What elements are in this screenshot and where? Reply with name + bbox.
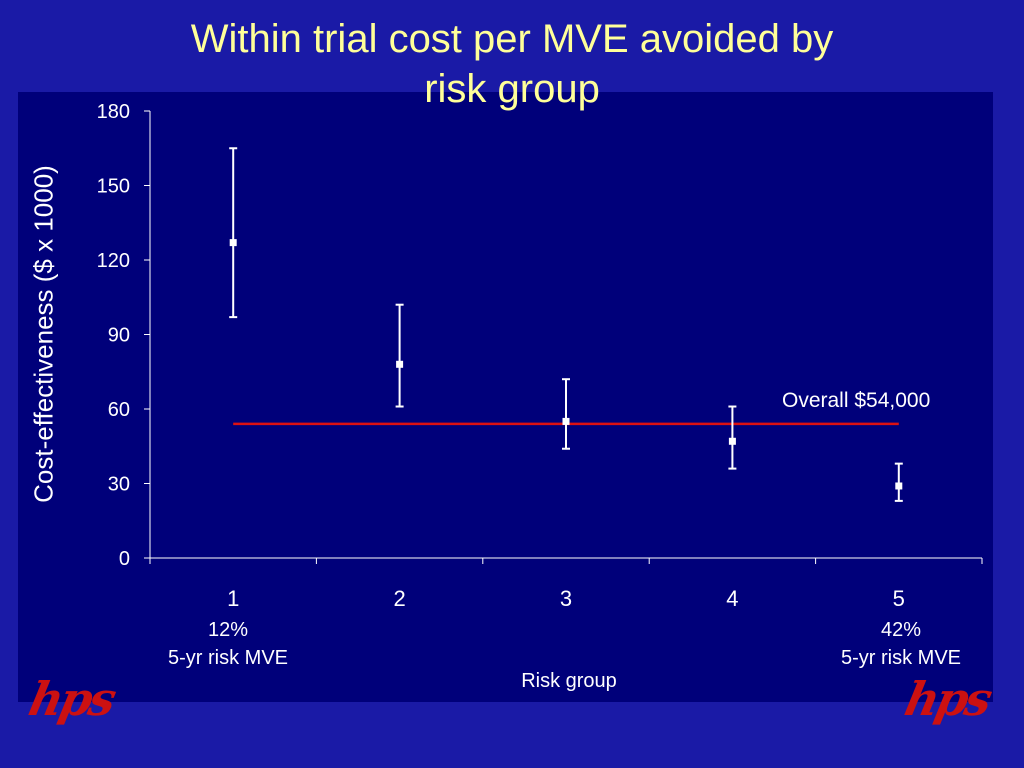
overall-reference-label: Overall $54,000 [782,389,931,412]
group1-note: 12% 5-yr risk MVE [168,616,288,672]
group5-note: 42% 5-yr risk MVE [841,616,961,672]
x-tick-label: 1 [227,586,239,611]
hps-logo-right: hps [900,672,995,726]
data-point [562,417,570,425]
y-tick-label: 0 [119,548,130,570]
data-point [728,437,736,445]
x-tick-label: 4 [726,586,738,611]
x-tick-label: 5 [893,586,905,611]
y-axis-label: Cost-effectiveness ($ x 1000) [28,165,59,503]
hps-logo-left: hps [24,672,119,726]
data-point [396,360,404,368]
group5-note-pct: 42% [880,619,922,641]
y-tick-label: 90 [108,325,130,347]
y-tick-label: 120 [97,250,130,272]
x-tick-label: 2 [393,586,405,611]
plot-panel [18,92,993,702]
y-tick-label: 30 [108,474,130,496]
y-tick-label: 150 [97,176,130,198]
data-point [895,482,903,490]
y-tick-label: 60 [108,399,130,421]
group1-note-desc: 5-yr risk MVE [168,647,288,669]
group1-note-pct: 12% [207,619,249,641]
y-tick-label: 180 [97,101,130,123]
x-axis-label: Risk group [521,670,617,692]
x-tick-label: 3 [560,586,572,611]
data-point [229,239,237,247]
slide-title: Within trial cost per MVE avoided by ris… [0,14,1024,114]
title-line-1: Within trial cost per MVE avoided by [190,17,834,61]
title-line-2: risk group [424,67,600,111]
group5-note-desc: 5-yr risk MVE [841,647,961,669]
